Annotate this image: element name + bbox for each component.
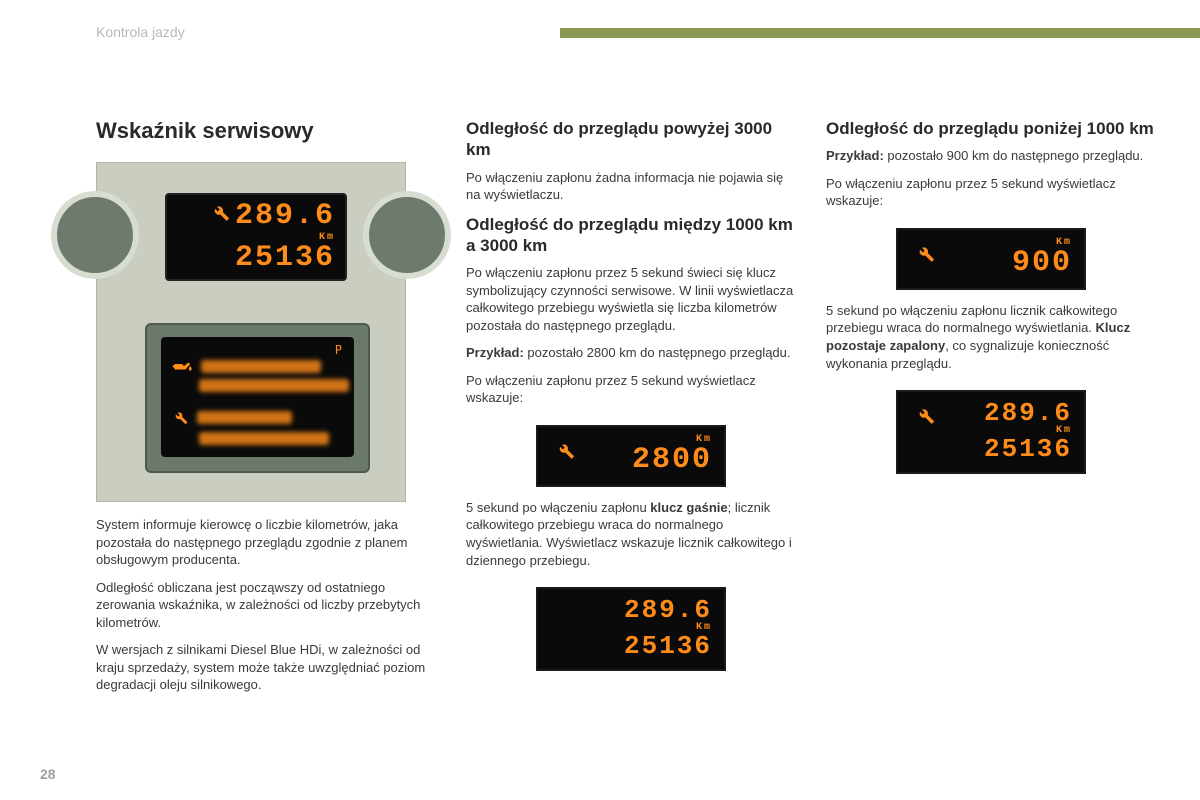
text-fragment: 5 sekund po włączeniu zapłonu [466,500,650,515]
blurred-text-line [201,360,321,373]
gauge-left [51,191,139,279]
text-bold: klucz gaśnie [650,500,727,515]
section-label: Kontrola jazdy [96,24,185,40]
odo-value: 25136 [984,436,1072,462]
odo-value: 25136 [624,633,712,659]
lcd-lower-panel-inner: P [161,337,354,457]
body-text: Po włączeniu zapłonu przez 5 sekund wyśw… [466,372,796,407]
wrench-icon [554,439,576,461]
trip-value: 289.6 [235,201,335,231]
page-number: 28 [40,766,56,782]
example-label: Przykład: [466,345,524,360]
blurred-text-line [199,432,329,445]
body-text: Po włączeniu zapłonu przez 5 sekund świe… [466,264,796,334]
lcd-final-display: 289.6 Km 25136 [896,390,1086,474]
body-text: Po włączeniu zapłonu żadna informacja ni… [466,169,796,204]
trip-value: 289.6 [624,597,712,623]
page-content: Wskaźnik serwisowy 289.6 Km 25136 [96,118,1140,704]
text-fragment: 5 sekund po włączeniu zapłonu licznik ca… [826,303,1117,336]
wrench-icon [209,201,231,223]
body-text: Po włączeniu zapłonu przez 5 sekund wyśw… [826,175,1156,210]
body-text: System informuje kierowcę o liczbie kilo… [96,516,436,569]
body-text: 5 sekund po włączeniu zapłonu licznik ca… [826,302,1156,372]
body-text: Przykład: pozostało 900 km do następnego… [826,147,1156,165]
example-text: pozostało 900 km do następnego przeglądu… [884,148,1143,163]
blurred-text-line [199,379,349,392]
gauge-right [363,191,451,279]
lcd-900-display: Km 900 [896,228,1086,290]
body-text: Przykład: pozostało 2800 km do następneg… [466,344,796,362]
subheading: Odległość do przeglądu między 1000 km a … [466,214,796,257]
blurred-text-line [197,411,292,424]
wrench-icon [914,242,936,264]
lcd-normal-display: 289.6 Km 25136 [536,587,726,671]
column-1: Wskaźnik serwisowy 289.6 Km 25136 [96,118,436,704]
body-text: 5 sekund po włączeniu zapłonu klucz gaśn… [466,499,796,569]
subheading: Odległość do przeglądu powyżej 3000 km [466,118,796,161]
column-3: Odległość do przeglądu poniżej 1000 km P… [826,118,1156,704]
lcd-2800-display: Km 2800 [536,425,726,487]
dashboard-cluster-illustration: 289.6 Km 25136 P [96,162,406,502]
oil-can-icon [171,359,193,373]
lcd-top-display: 289.6 Km 25136 [165,193,347,281]
service-km-value: 900 [1012,248,1072,278]
body-text: W wersjach z silnikami Diesel Blue HDi, … [96,641,436,694]
main-heading: Wskaźnik serwisowy [96,118,436,144]
header-accent-bar [560,28,1200,38]
example-label: Przykład: [826,148,884,163]
lcd-lower-panel: P [145,323,370,473]
service-km-value: 2800 [632,445,712,475]
wrench-icon [171,408,189,426]
gear-p-indicator: P [335,343,342,357]
body-text: Odległość obliczana jest począwszy od os… [96,579,436,632]
column-2: Odległość do przeglądu powyżej 3000 km P… [466,118,796,704]
wrench-icon [914,404,936,426]
trip-value: 289.6 [984,400,1072,426]
subheading: Odległość do przeglądu poniżej 1000 km [826,118,1156,139]
example-text: pozostało 2800 km do następnego przegląd… [524,345,791,360]
odo-value: 25136 [235,243,335,273]
